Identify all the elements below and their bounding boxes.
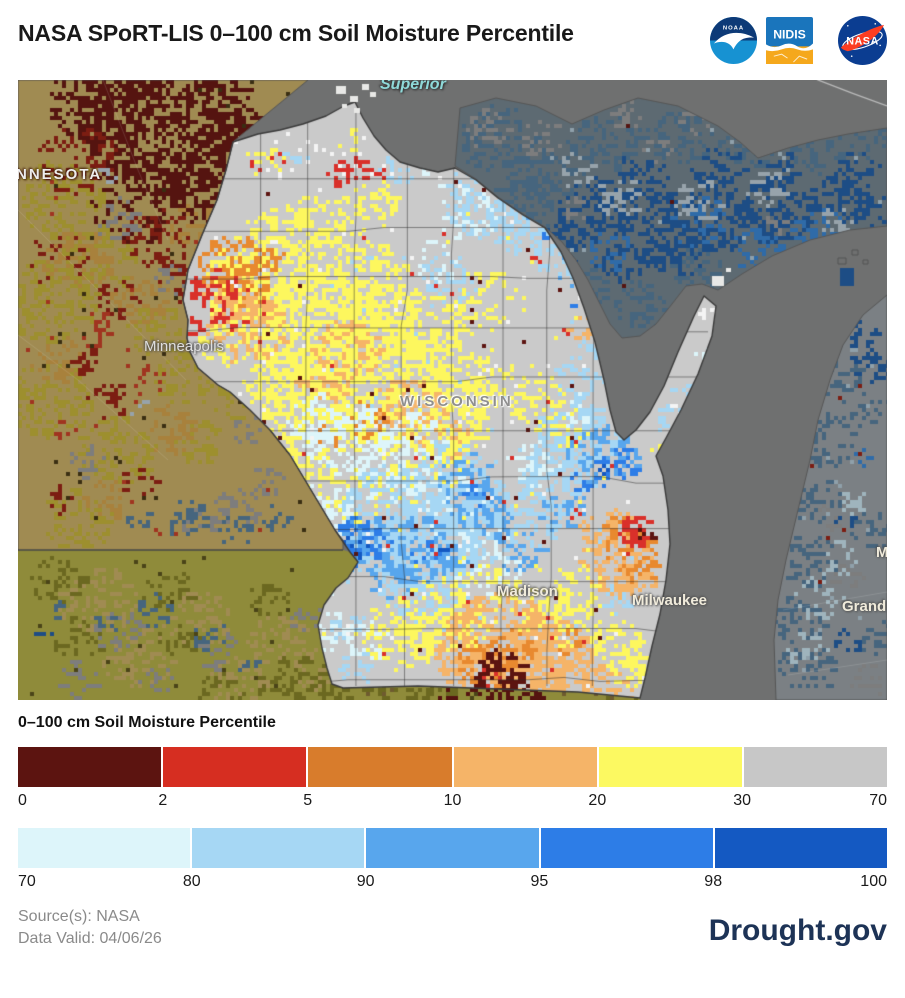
legend-tick: 0 <box>18 792 27 809</box>
nasa-logo-text: NASA <box>846 35 878 47</box>
noaa-logo-icon: NOAA <box>710 17 757 64</box>
legend-color-segment <box>308 747 452 787</box>
legend-color-segment <box>540 828 713 868</box>
legend-color-segment <box>18 828 191 868</box>
nasa-logo-icon: NASA <box>838 16 887 65</box>
legend-heading: 0–100 cm Soil Moisture Percentile <box>18 714 276 731</box>
soil-moisture-map-canvas <box>18 80 887 700</box>
legend-color-segment <box>163 747 307 787</box>
legend-tick: 10 <box>443 792 462 809</box>
legend-color-segment <box>366 828 539 868</box>
legend-wet-bar <box>18 828 888 868</box>
footer-source-block: Source(s): NASA Data Valid: 04/06/26 <box>18 906 162 950</box>
legend-color-segment <box>598 747 742 787</box>
legend-color-segment <box>192 828 365 868</box>
legend-tick: 2 <box>158 792 168 809</box>
legend-tick: 5 <box>303 792 313 809</box>
nidis-logo-text: NIDIS <box>773 28 806 42</box>
legend-color-segment <box>714 828 888 868</box>
source-text: Source(s): NASA <box>18 908 140 925</box>
legend-dry-ticks: 0 2 5 10 20 30 70 <box>18 790 887 814</box>
legend-tick: 100 <box>860 873 887 890</box>
data-valid-text: Data Valid: 04/06/26 <box>18 930 162 947</box>
legend-color-segment <box>453 747 597 787</box>
legend-dry-bar <box>18 747 888 787</box>
legend-tick: 90 <box>356 873 375 890</box>
agency-logos: NOAA NIDIS NASA <box>710 16 887 65</box>
drought-gov-brand: Drought.gov <box>708 914 887 947</box>
legend-color-segment <box>18 747 162 787</box>
legend-tick: 80 <box>182 873 201 890</box>
legend-tick: 95 <box>530 873 549 890</box>
legend-color-segment <box>743 747 888 787</box>
legend-tick: 70 <box>869 792 887 809</box>
noaa-logo-text: NOAA <box>723 26 744 32</box>
soil-moisture-map: Superior NNESOTA Minneapolis WISCONSIN M… <box>18 80 887 700</box>
legend: 0–100 cm Soil Moisture Percentile 0 2 5 10 2… <box>18 714 888 895</box>
legend-tick: 70 <box>18 873 36 890</box>
nidis-logo-icon: NIDIS <box>766 17 813 64</box>
legend-tick: 98 <box>704 873 723 890</box>
legend-tick: 20 <box>588 792 607 809</box>
legend-wet-ticks: 70 80 90 95 98 100 <box>18 871 887 895</box>
legend-tick: 30 <box>733 792 752 809</box>
page-title: NASA SPoRT-LIS 0–100 cm Soil Moisture Pe… <box>18 20 574 46</box>
